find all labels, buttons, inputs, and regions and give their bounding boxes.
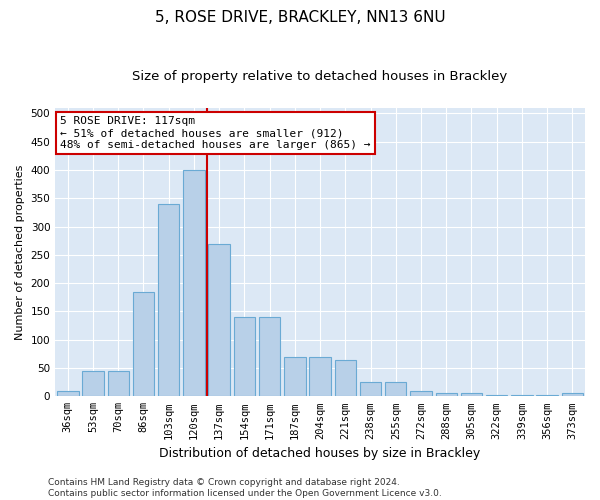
- Text: 5, ROSE DRIVE, BRACKLEY, NN13 6NU: 5, ROSE DRIVE, BRACKLEY, NN13 6NU: [155, 10, 445, 25]
- Text: Contains HM Land Registry data © Crown copyright and database right 2024.
Contai: Contains HM Land Registry data © Crown c…: [48, 478, 442, 498]
- Bar: [511, 394, 533, 396]
- Y-axis label: Number of detached properties: Number of detached properties: [15, 164, 25, 340]
- Bar: [360, 382, 381, 396]
- Bar: [158, 204, 179, 396]
- Bar: [133, 292, 154, 397]
- Bar: [436, 394, 457, 396]
- Bar: [284, 356, 305, 397]
- Bar: [461, 394, 482, 396]
- Bar: [57, 390, 79, 396]
- Bar: [410, 390, 432, 396]
- Bar: [335, 360, 356, 397]
- Bar: [310, 356, 331, 397]
- Bar: [82, 371, 104, 396]
- X-axis label: Distribution of detached houses by size in Brackley: Distribution of detached houses by size …: [160, 447, 481, 460]
- Bar: [536, 395, 558, 396]
- Bar: [208, 244, 230, 396]
- Bar: [233, 317, 255, 396]
- Text: 5 ROSE DRIVE: 117sqm
← 51% of detached houses are smaller (912)
48% of semi-deta: 5 ROSE DRIVE: 117sqm ← 51% of detached h…: [61, 116, 371, 150]
- Bar: [385, 382, 406, 396]
- Bar: [107, 371, 129, 396]
- Bar: [183, 170, 205, 396]
- Bar: [259, 317, 280, 396]
- Bar: [562, 394, 583, 396]
- Bar: [486, 394, 508, 396]
- Title: Size of property relative to detached houses in Brackley: Size of property relative to detached ho…: [133, 70, 508, 83]
